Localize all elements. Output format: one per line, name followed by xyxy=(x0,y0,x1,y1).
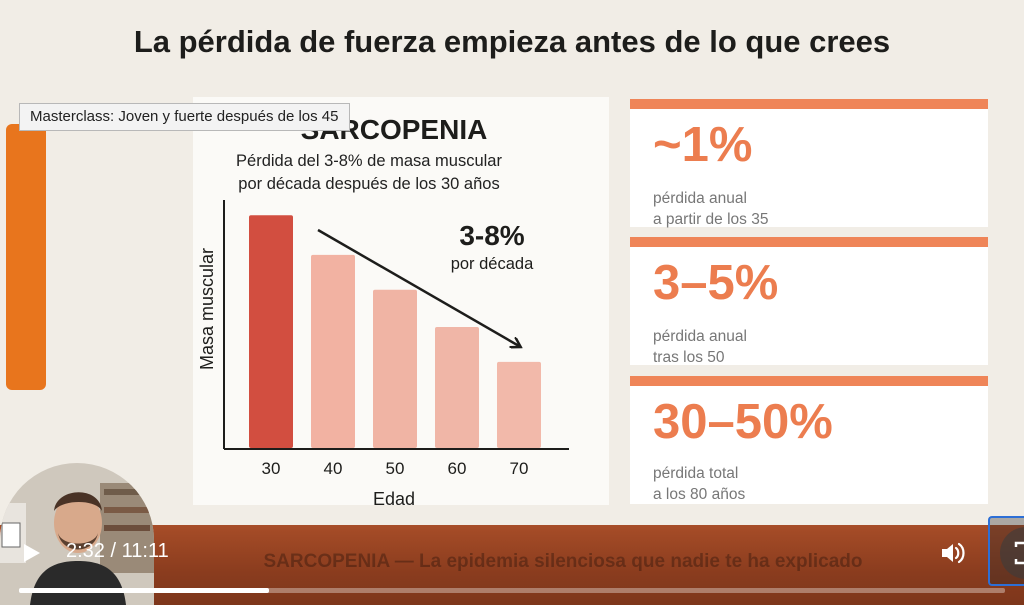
stat-description: pérdida total a los 80 años xyxy=(653,463,745,505)
stat-line2: a los 80 años xyxy=(653,486,746,503)
x-tick-40: 40 xyxy=(324,459,343,478)
time-separator: / xyxy=(110,540,117,562)
sarcopenia-chart: SARCOPENIA Pérdida del 3-8% de masa musc… xyxy=(197,114,569,509)
x-axis-label: Edad xyxy=(373,489,415,505)
stat-card-2: 3–5% pérdida anual tras los 50 xyxy=(630,237,988,368)
video-title-tooltip: Masterclass: Joven y fuerte después de l… xyxy=(19,103,350,131)
fullscreen-button[interactable] xyxy=(988,516,1024,586)
duration: 11:11 xyxy=(121,540,169,562)
x-tick-50: 50 xyxy=(386,459,405,478)
chart-card: SARCOPENIA Pérdida del 3-8% de masa musc… xyxy=(193,97,609,509)
stat-line2: tras los 50 xyxy=(653,349,725,366)
stat-line1: pérdida anual xyxy=(653,328,747,345)
annotation-label: por década xyxy=(451,255,534,273)
x-ticks-group: 30 40 50 60 70 xyxy=(262,459,529,478)
stat-description: pérdida anual tras los 50 xyxy=(653,326,747,368)
stat-description: pérdida anual a partir de los 35 xyxy=(653,188,768,230)
stat-line2: a partir de los 35 xyxy=(653,211,769,228)
x-tick-30: 30 xyxy=(262,459,281,478)
x-tick-70: 70 xyxy=(510,459,529,478)
stat-value: 30–50% xyxy=(653,395,833,449)
slide-title: La pérdida de fuerza empieza antes de lo… xyxy=(133,24,891,59)
chart-subtitle-line1: Pérdida del 3-8% de masa muscular xyxy=(236,152,502,170)
play-button[interactable] xyxy=(14,538,46,568)
current-time: 2:32 xyxy=(66,540,105,562)
bar-30 xyxy=(249,215,293,448)
bar-40 xyxy=(311,254,355,448)
x-tick-60: 60 xyxy=(448,459,467,478)
bar-60 xyxy=(435,326,479,448)
stat-line1: pérdida total xyxy=(653,465,739,482)
bar-70 xyxy=(497,361,541,448)
annotation-value: 3-8% xyxy=(459,220,524,251)
accent-bar xyxy=(6,124,46,390)
progress-bar-fill xyxy=(19,588,270,593)
volume-button[interactable] xyxy=(936,536,970,570)
stat-line1: pérdida anual xyxy=(653,190,747,207)
y-axis-label: Masa muscular xyxy=(197,248,217,370)
time-display: 2:32 / 11:11 xyxy=(66,540,169,563)
stat-card-1: ~1% pérdida anual a partir de los 35 xyxy=(630,99,988,230)
video-caption: SARCOPENIA — La epidemia silenciosa que … xyxy=(263,551,863,572)
stat-value: 3–5% xyxy=(653,256,779,310)
stat-card-3: 30–50% pérdida total a los 80 años xyxy=(630,376,988,504)
volume-icon xyxy=(942,542,965,564)
fullscreen-icon xyxy=(1000,527,1024,579)
stat-value: ~1% xyxy=(653,118,753,172)
bars-group xyxy=(249,215,541,448)
play-icon xyxy=(24,544,40,562)
progress-bar[interactable] xyxy=(19,588,1005,593)
webcam-overlay xyxy=(0,463,154,605)
chart-subtitle-line2: por década después de los 30 años xyxy=(238,175,499,193)
trend-arrow xyxy=(317,228,519,346)
bar-50 xyxy=(373,289,417,448)
presenter-image xyxy=(0,463,154,605)
